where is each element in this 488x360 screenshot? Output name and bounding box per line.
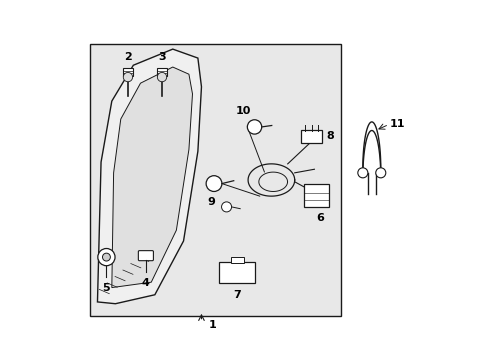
FancyBboxPatch shape <box>300 130 322 143</box>
FancyBboxPatch shape <box>219 262 255 283</box>
Circle shape <box>247 120 261 134</box>
Text: 5: 5 <box>102 283 110 293</box>
Circle shape <box>157 72 166 82</box>
FancyBboxPatch shape <box>230 257 244 263</box>
Text: 6: 6 <box>315 213 323 223</box>
Text: 11: 11 <box>389 120 405 129</box>
Text: 10: 10 <box>236 106 251 116</box>
Text: 9: 9 <box>207 197 215 207</box>
Circle shape <box>206 176 222 192</box>
Polygon shape <box>112 67 192 288</box>
Text: 1: 1 <box>208 320 216 330</box>
FancyBboxPatch shape <box>123 68 132 76</box>
Text: 7: 7 <box>233 291 241 301</box>
FancyBboxPatch shape <box>303 184 328 207</box>
Circle shape <box>221 202 231 212</box>
Text: 2: 2 <box>124 51 132 62</box>
Text: 8: 8 <box>325 131 333 140</box>
FancyBboxPatch shape <box>157 68 166 76</box>
Circle shape <box>357 168 367 178</box>
FancyBboxPatch shape <box>90 44 341 316</box>
Circle shape <box>375 168 385 178</box>
FancyBboxPatch shape <box>138 251 153 261</box>
Text: 3: 3 <box>158 51 165 62</box>
Circle shape <box>102 253 110 261</box>
Polygon shape <box>97 49 201 304</box>
Circle shape <box>123 72 132 82</box>
Text: 4: 4 <box>142 278 149 288</box>
Circle shape <box>98 248 115 266</box>
